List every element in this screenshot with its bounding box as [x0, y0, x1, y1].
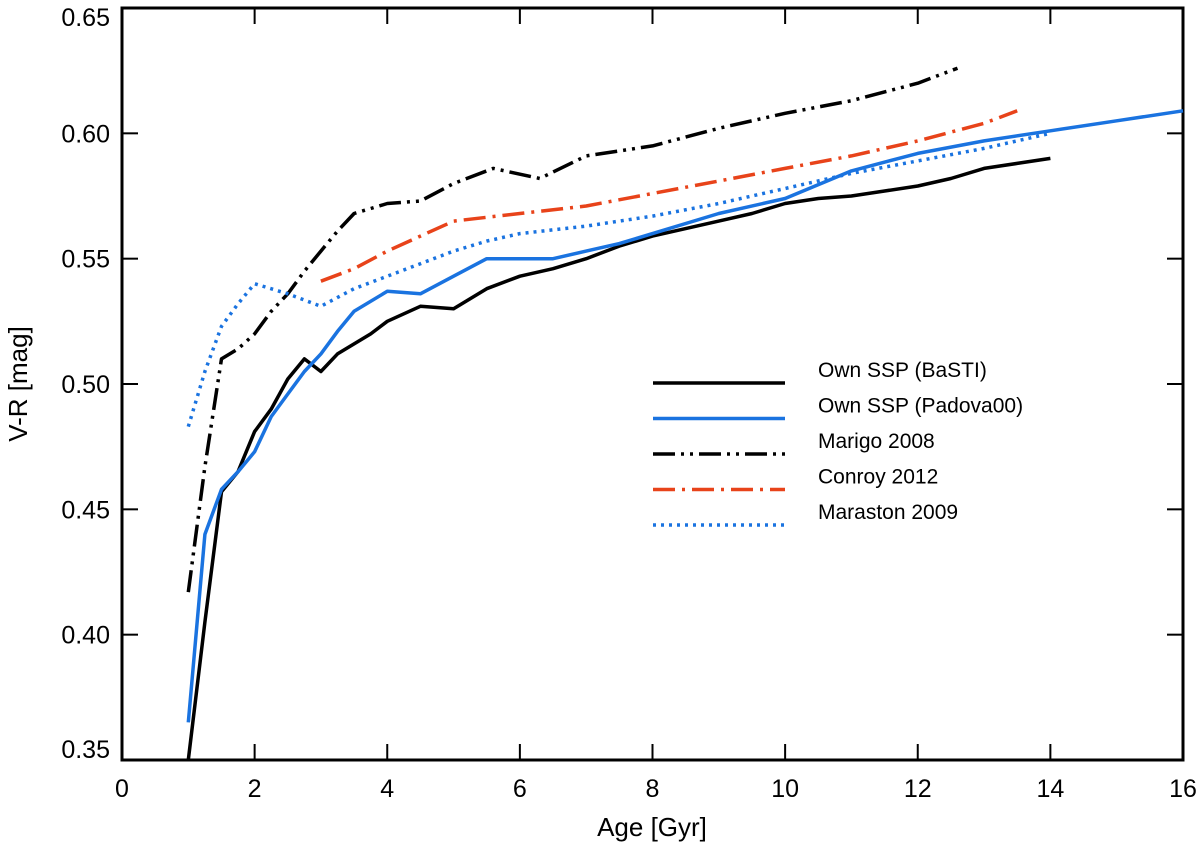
tick-group: 0 2 4 6 8 10 12 14 16 0.35 0.40 0.45 0.50 0.55 0.60 0.6… [61, 4, 1197, 803]
series-line-2 [186, 66, 959, 593]
y-tick-label: 0.60 [61, 120, 110, 148]
y-tick-label: 0.45 [61, 496, 110, 524]
series-line-4 [186, 131, 1051, 428]
y-axis-label: V-R [mag] [3, 326, 33, 442]
y-tick-label: 0.55 [61, 246, 110, 274]
series-group [186, 66, 1184, 761]
y-tick-label: 0.65 [61, 4, 110, 32]
legend-label-1: Own SSP (Padova00) [818, 395, 1023, 418]
x-tick-label: 8 [646, 775, 660, 803]
legend-label-2: Marigo 2008 [818, 430, 935, 453]
series-line-1 [186, 109, 1184, 723]
y-tick-label: 0.50 [61, 371, 110, 399]
x-tick-label: 12 [904, 775, 932, 803]
x-tick-label: 0 [115, 775, 129, 803]
series-line-3 [320, 109, 1018, 283]
legend-label-4: Maraston 2009 [818, 501, 958, 524]
legend: Own SSP (BaSTI) Own SSP (Padova00) Marigo … [653, 359, 1023, 527]
plot-frame [120, 6, 1185, 762]
legend-label-0: Own SSP (BaSTI) [818, 359, 987, 382]
y-tick-label: 0.35 [61, 736, 110, 764]
plot-area: 0 2 4 6 8 10 12 14 16 0.35 0.40 0.45 0.50 0.55 0.60 0.6… [61, 4, 1197, 803]
x-tick-label: 16 [1169, 775, 1197, 803]
x-axis-label: Age [Gyr] [597, 812, 707, 842]
series-line-0 [186, 156, 1051, 761]
legend-label-3: Conroy 2012 [818, 466, 938, 489]
y-tick-label: 0.40 [61, 622, 110, 650]
x-tick-label: 14 [1036, 775, 1064, 803]
x-tick-label: 4 [380, 775, 394, 803]
x-tick-label: 6 [513, 775, 527, 803]
x-tick-label: 10 [771, 775, 799, 803]
x-tick-label: 2 [248, 775, 262, 803]
